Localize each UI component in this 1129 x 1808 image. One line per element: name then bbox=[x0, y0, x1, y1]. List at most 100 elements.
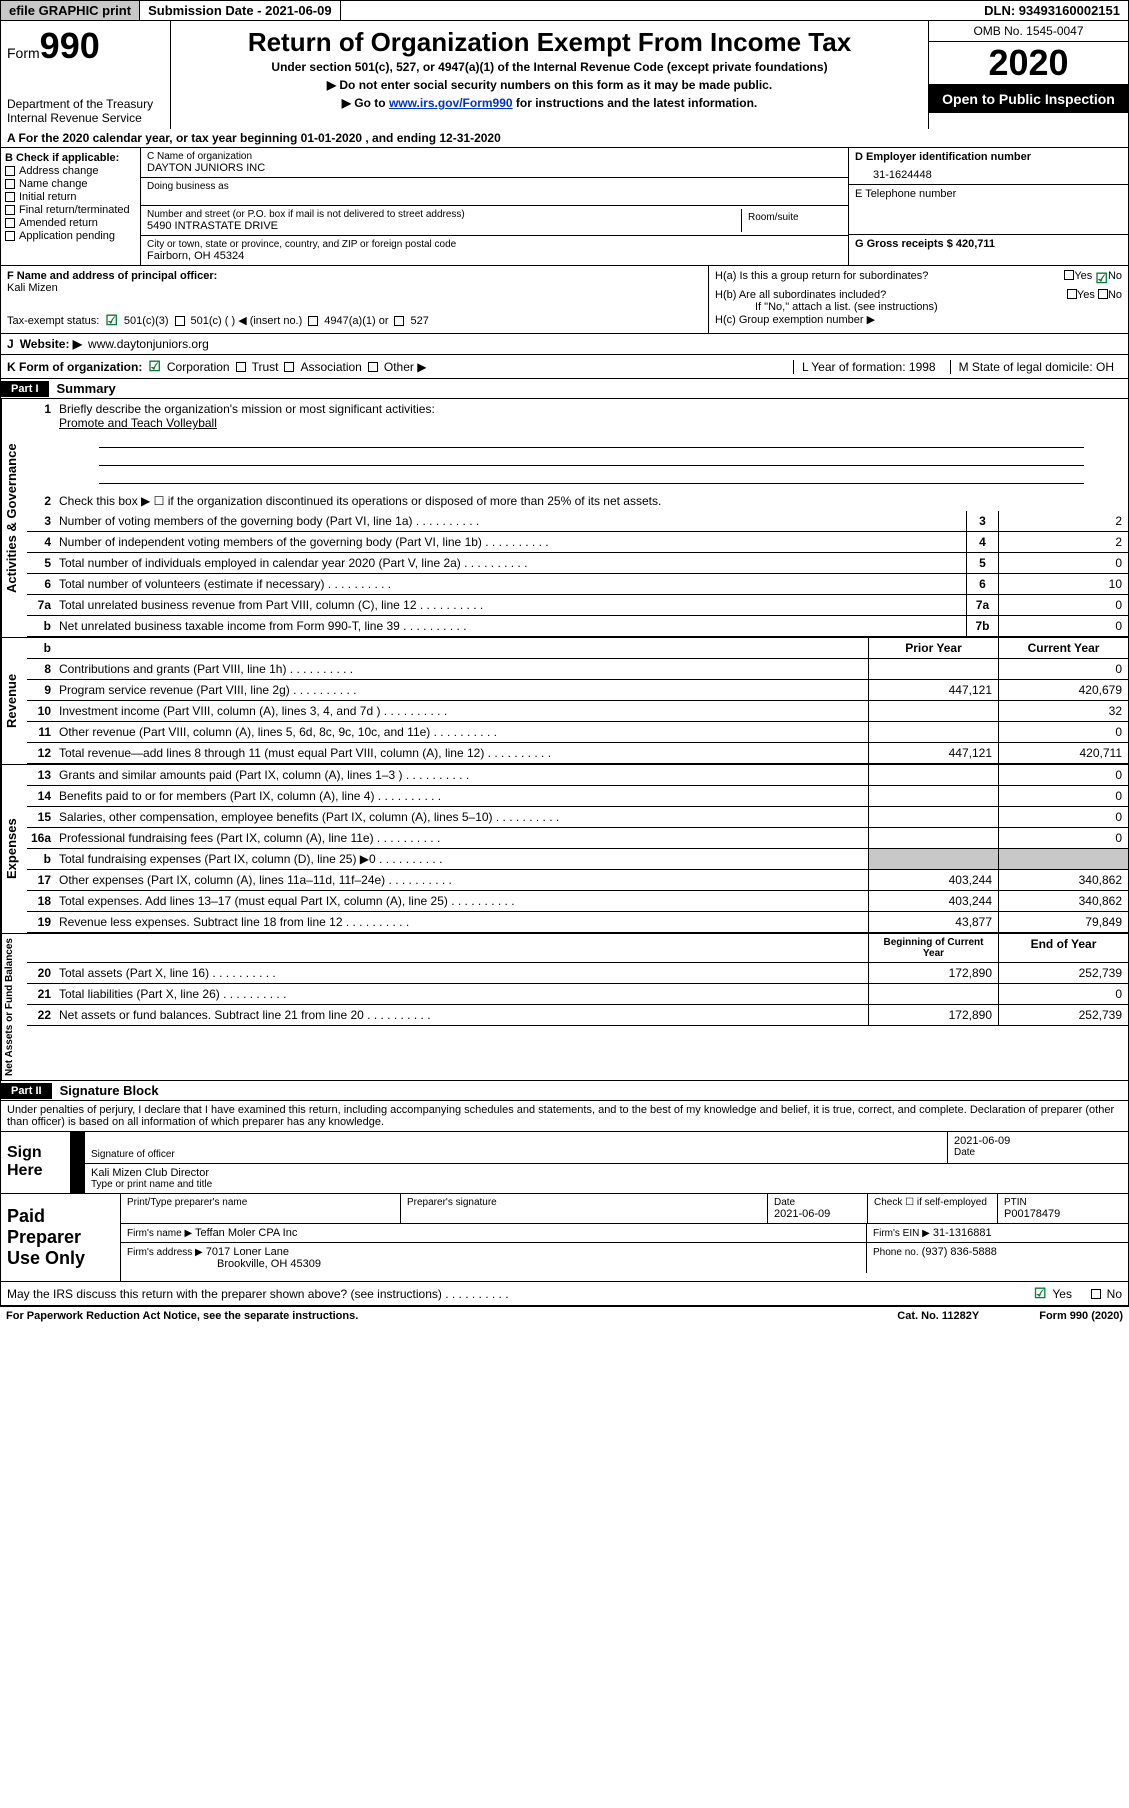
discuss-yes-checked: ☑ bbox=[1034, 1285, 1047, 1302]
501c-check[interactable] bbox=[175, 316, 185, 326]
firm-ein: 31-1316881 bbox=[933, 1227, 992, 1239]
revenue-section: Revenue b Prior Year Current Year 8Contr… bbox=[0, 638, 1129, 765]
tax-exempt-label: Tax-exempt status: bbox=[7, 315, 99, 327]
preparer-date: 2021-06-09 bbox=[774, 1208, 861, 1220]
hb-no[interactable] bbox=[1098, 289, 1108, 299]
hb-yes[interactable] bbox=[1067, 289, 1077, 299]
checkmark-icon: ☑ bbox=[105, 312, 118, 329]
dba-label: Doing business as bbox=[141, 178, 848, 206]
sign-here-label: Sign Here bbox=[1, 1132, 71, 1193]
website-row: J Website: ▶ www.daytonjuniors.org bbox=[0, 334, 1129, 355]
4947-check[interactable] bbox=[308, 316, 318, 326]
ein-value: 31-1624448 bbox=[855, 163, 1122, 181]
summary-line: 4Number of independent voting members of… bbox=[27, 532, 1128, 553]
telephone-label: E Telephone number bbox=[855, 188, 1122, 200]
expenses-section: Expenses 13Grants and similar amounts pa… bbox=[0, 765, 1129, 934]
summary-line: 5Total number of individuals employed in… bbox=[27, 553, 1128, 574]
amended-return-check[interactable]: Amended return bbox=[5, 217, 136, 229]
final-return-check[interactable]: Final return/terminated bbox=[5, 204, 136, 216]
corp-checked: ☑ bbox=[148, 358, 161, 375]
org-name-label: C Name of organization bbox=[147, 151, 842, 162]
public-inspection: Open to Public Inspection bbox=[929, 85, 1128, 113]
paid-preparer-label: Paid Preparer Use Only bbox=[1, 1194, 121, 1281]
data-line: 20Total assets (Part X, line 16)172,8902… bbox=[27, 963, 1128, 984]
trust-check[interactable] bbox=[236, 362, 246, 372]
revenue-label: Revenue bbox=[1, 638, 27, 764]
submission-date: Submission Date - 2021-06-09 bbox=[140, 1, 341, 20]
form-version: Form 990 (2020) bbox=[1039, 1310, 1123, 1322]
type-print-label: Type or print name and title bbox=[91, 1179, 1122, 1190]
summary-line: 3Number of voting members of the governi… bbox=[27, 511, 1128, 532]
name-change-check[interactable]: Name change bbox=[5, 178, 136, 190]
form-header: Form990 Department of the Treasury Inter… bbox=[0, 21, 1129, 129]
street-address: 5490 INTRASTATE DRIVE bbox=[147, 220, 741, 232]
dln: DLN: 93493160002151 bbox=[976, 1, 1128, 20]
room-label: Room/suite bbox=[742, 209, 842, 232]
paid-preparer-block: Paid Preparer Use Only Print/Type prepar… bbox=[0, 1194, 1129, 1282]
discuss-no[interactable] bbox=[1091, 1289, 1101, 1299]
data-line: 21Total liabilities (Part X, line 26)0 bbox=[27, 984, 1128, 1005]
data-line: 18Total expenses. Add lines 13–17 (must … bbox=[27, 891, 1128, 912]
data-line: 22Net assets or fund balances. Subtract … bbox=[27, 1005, 1128, 1026]
data-line: bTotal fundraising expenses (Part IX, co… bbox=[27, 849, 1128, 870]
subordinates-label: H(b) Are all subordinates included? bbox=[715, 289, 1067, 301]
top-bar: efile GRAPHIC print Submission Date - 20… bbox=[0, 0, 1129, 21]
end-year-header: End of Year bbox=[998, 934, 1128, 962]
footer: For Paperwork Reduction Act Notice, see … bbox=[0, 1306, 1129, 1325]
preparer-sig-label: Preparer's signature bbox=[401, 1194, 768, 1223]
data-line: 10Investment income (Part VIII, column (… bbox=[27, 701, 1128, 722]
officer-printed-name: Kali Mizen Club Director bbox=[91, 1167, 1122, 1179]
beginning-year-header: Beginning of Current Year bbox=[868, 934, 998, 962]
website-value: www.daytonjuniors.org bbox=[88, 337, 209, 351]
data-line: 8Contributions and grants (Part VIII, li… bbox=[27, 659, 1128, 680]
ssn-note: ▶ Do not enter social security numbers o… bbox=[179, 78, 920, 92]
gross-receipts: G Gross receipts $ 420,711 bbox=[849, 235, 1128, 253]
check-if-applicable-label: B Check if applicable: bbox=[5, 152, 136, 164]
perjury-declaration: Under penalties of perjury, I declare th… bbox=[1, 1101, 1128, 1131]
ein-label: D Employer identification number bbox=[855, 151, 1122, 163]
527-check[interactable] bbox=[394, 316, 404, 326]
ptin-value: P00178479 bbox=[1004, 1208, 1122, 1220]
sig-officer-label: Signature of officer bbox=[91, 1149, 941, 1160]
self-employed-check[interactable]: Check ☐ if self-employed bbox=[868, 1194, 998, 1223]
discuss-row: May the IRS discuss this return with the… bbox=[0, 1282, 1129, 1306]
instructions-link[interactable]: www.irs.gov/Form990 bbox=[389, 96, 513, 110]
form-title: Return of Organization Exempt From Incom… bbox=[179, 27, 920, 58]
firm-name: Teffan Moler CPA Inc bbox=[195, 1227, 297, 1239]
form-number: Form990 bbox=[7, 25, 164, 67]
data-line: 12Total revenue—add lines 8 through 11 (… bbox=[27, 743, 1128, 764]
preparer-name-label: Print/Type preparer's name bbox=[121, 1194, 401, 1223]
street-label: Number and street (or P.O. box if mail i… bbox=[147, 209, 741, 220]
officer-group-row: F Name and address of principal officer:… bbox=[0, 266, 1129, 334]
data-line: 19Revenue less expenses. Subtract line 1… bbox=[27, 912, 1128, 933]
group-exemption-label: H(c) Group exemption number ▶ bbox=[715, 313, 1122, 326]
initial-return-check[interactable]: Initial return bbox=[5, 191, 136, 203]
net-assets-label: Net Assets or Fund Balances bbox=[1, 934, 27, 1080]
ha-yes[interactable] bbox=[1064, 270, 1074, 280]
part2-header: Part II Signature Block bbox=[0, 1081, 1129, 1101]
officer-label: F Name and address of principal officer: bbox=[7, 270, 702, 282]
officer-name: Kali Mizen bbox=[7, 282, 702, 294]
firm-address1: 7017 Loner Lane bbox=[206, 1246, 289, 1258]
year-formation: L Year of formation: 1998 bbox=[793, 360, 944, 374]
other-check[interactable] bbox=[368, 362, 378, 372]
data-line: 9Program service revenue (Part VIII, lin… bbox=[27, 680, 1128, 701]
hb-note: If "No," attach a list. (see instruction… bbox=[715, 301, 1122, 313]
data-line: 11Other revenue (Part VIII, column (A), … bbox=[27, 722, 1128, 743]
part1-header: Part I Summary bbox=[0, 379, 1129, 399]
data-line: 13Grants and similar amounts paid (Part … bbox=[27, 765, 1128, 786]
tax-year-range: A For the 2020 calendar year, or tax yea… bbox=[0, 129, 1129, 148]
address-change-check[interactable]: Address change bbox=[5, 165, 136, 177]
sig-date-value: 2021-06-09 bbox=[954, 1135, 1122, 1147]
application-pending-check[interactable]: Application pending bbox=[5, 230, 136, 242]
expenses-label: Expenses bbox=[1, 765, 27, 933]
org-name: DAYTON JUNIORS INC bbox=[147, 162, 842, 174]
firm-phone: (937) 836-5888 bbox=[922, 1246, 997, 1258]
efile-print-button[interactable]: efile GRAPHIC print bbox=[1, 1, 140, 20]
dept-irs: Internal Revenue Service bbox=[7, 111, 164, 125]
data-line: 16aProfessional fundraising fees (Part I… bbox=[27, 828, 1128, 849]
assoc-check[interactable] bbox=[284, 362, 294, 372]
mission-description: Promote and Teach Volleyball bbox=[59, 416, 217, 430]
summary-line: 6Total number of volunteers (estimate if… bbox=[27, 574, 1128, 595]
instructions-note: ▶ Go to www.irs.gov/Form990 for instruct… bbox=[179, 96, 920, 110]
